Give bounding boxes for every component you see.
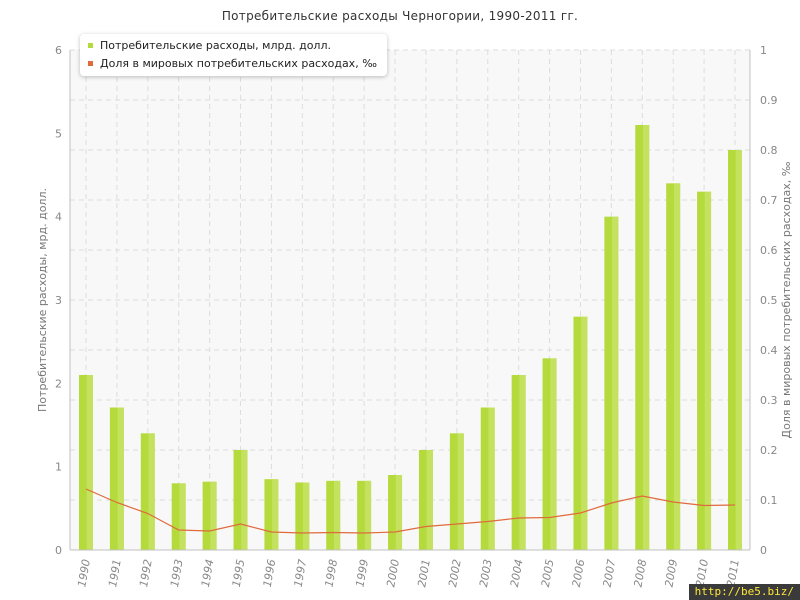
x-tick-label: 2011 [724, 558, 742, 588]
x-tick-label: 1991 [106, 558, 124, 588]
x-tick-label: 2001 [415, 558, 433, 588]
x-tick-label: 2008 [632, 558, 650, 588]
x-tick-label: 1999 [353, 558, 371, 588]
bar-highlight-1998 [333, 480, 341, 550]
bar-highlight-2003 [488, 407, 495, 550]
bar-highlight-2009 [673, 183, 681, 551]
bar-highlight-1991 [117, 407, 124, 550]
bar-highlight-2010 [704, 191, 712, 550]
legend-label-spending: Потребительские расходы, млрд. долл. [100, 38, 331, 52]
x-ticks: 1990 1991 1992 1993 1994 1995 1996 1997 1998 1999… [75, 558, 742, 588]
x-tick-label: 1992 [137, 558, 155, 588]
bar-highlight-2006 [581, 316, 588, 550]
y2-tick-label: 0.6 [760, 244, 778, 257]
bar-highlight-2005 [550, 358, 557, 550]
x-tick-label: 1996 [261, 558, 279, 588]
x-tick-label: 2006 [570, 558, 588, 588]
y2-tick-label: 0.2 [760, 444, 778, 457]
y-axis-label-right: Доля в мировых потребительских расходах,… [780, 161, 793, 438]
y-tick-label: 5 [55, 127, 62, 140]
share-line [85, 488, 736, 534]
bar-highlight-1996 [272, 479, 279, 550]
chart-title: Потребительские расходы Черногории, 1990… [221, 9, 579, 23]
x-tick-label: 2002 [446, 558, 464, 588]
x-tick-label: 2010 [693, 558, 711, 588]
legend-item-share[interactable]: Доля в мировых потребительских расходах,… [88, 54, 377, 72]
watermark-link[interactable]: http://be5.biz/ [688, 584, 800, 600]
legend-swatch-share [88, 60, 93, 66]
legend-item-spending[interactable]: Потребительские расходы, млрд. долл. [88, 36, 377, 54]
bar-highlight-1993 [179, 483, 186, 550]
legend: Потребительские расходы, млрд. долл. Дол… [80, 34, 387, 76]
x-tick-label: 2004 [508, 558, 526, 588]
y2-tick-label: 0.4 [760, 344, 778, 357]
y2-tick-label: 0.8 [760, 144, 778, 157]
y2-tick-label: 0.9 [760, 94, 778, 107]
legend-swatch-spending [88, 42, 93, 48]
bar-highlight-1995 [241, 450, 248, 550]
y2-tick-label: 1 [760, 44, 767, 57]
y-tick-label: 3 [55, 294, 62, 307]
x-tick-label: 2003 [477, 558, 495, 588]
bar-highlight-1999 [364, 480, 372, 550]
y-tick-label: 0 [55, 544, 62, 557]
y-tick-label: 1 [55, 461, 62, 474]
bar-highlight-2002 [457, 433, 464, 550]
y-ticks-right: 0 0.1 0.2 0.3 0.4 0.5 0.6 0.7 0.8 0.9 1 [760, 44, 778, 557]
x-tick-label: 1993 [168, 558, 186, 588]
bar-highlight-2000 [395, 475, 403, 550]
x-tick-label: 1998 [323, 558, 341, 588]
y2-tick-label: 0 [760, 544, 767, 557]
x-tick-label: 1994 [199, 558, 217, 588]
bar-highlight-1997 [303, 482, 310, 550]
bar-highlight-1992 [148, 433, 155, 550]
bar-highlight-2011 [735, 150, 742, 550]
bar-highlight-2008 [642, 125, 650, 550]
legend-label-share: Доля в мировых потребительских расходах,… [100, 56, 377, 70]
y2-tick-label: 0.5 [760, 294, 778, 307]
x-tick-label: 2009 [662, 558, 680, 588]
y-tick-label: 6 [55, 44, 62, 57]
y-tick-label: 2 [55, 377, 62, 390]
y2-tick-label: 0.7 [760, 194, 778, 207]
bar-highlight-2007 [612, 216, 619, 550]
y-tick-label: 4 [55, 211, 62, 224]
bar-highlight-2004 [519, 375, 526, 550]
x-tick-label: 1995 [230, 558, 248, 588]
y2-tick-label: 0.3 [760, 394, 778, 407]
x-tick-label: 2007 [601, 558, 619, 588]
x-tick-label: 1990 [75, 558, 93, 588]
y2-tick-label: 0.1 [760, 494, 778, 507]
x-tick-label: 1997 [292, 558, 310, 588]
x-tick-label: 2000 [384, 558, 402, 588]
bar-highlight-2001 [426, 450, 433, 550]
bar-highlight-1990 [86, 375, 93, 550]
y-axis-label-left: Потребительские расходы, мрд. долл. [36, 188, 49, 412]
x-tick-label: 2005 [539, 558, 557, 588]
bar-highlight-1994 [210, 481, 217, 550]
y-ticks-left: 0 1 2 3 4 5 6 [55, 44, 62, 557]
